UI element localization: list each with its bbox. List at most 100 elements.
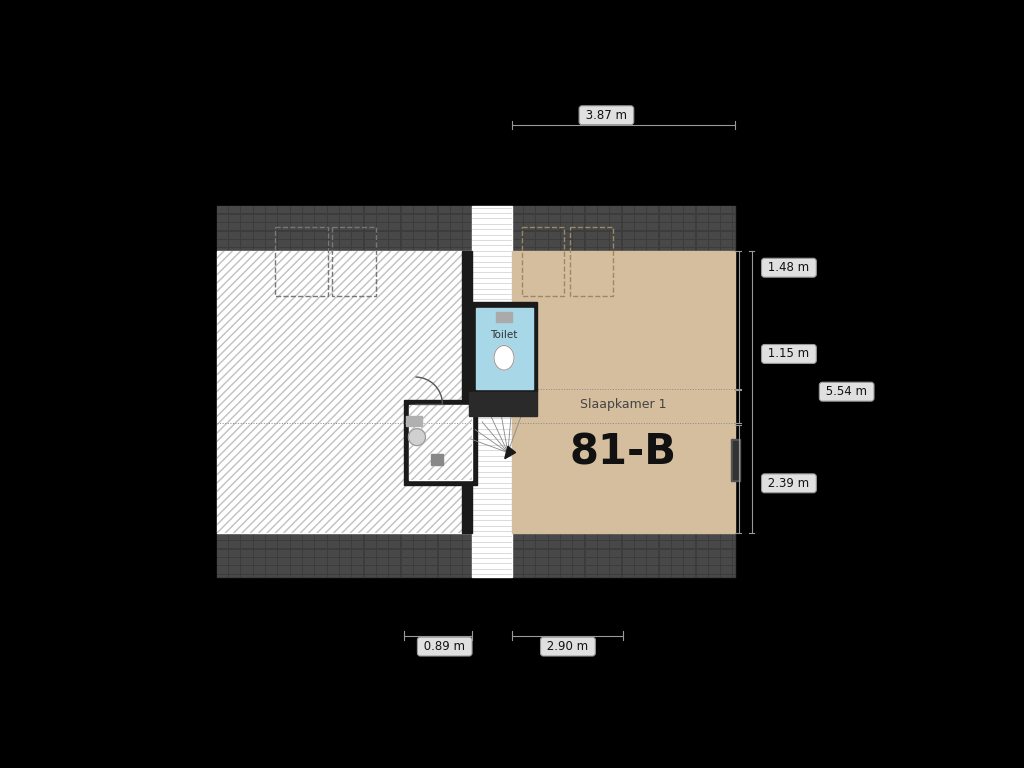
Bar (733, 550, 735, 557)
Bar (315, 223, 327, 230)
Bar (328, 532, 339, 540)
Bar (328, 541, 339, 548)
Bar (266, 567, 278, 574)
Bar (635, 214, 646, 222)
Bar (586, 223, 597, 230)
Bar (451, 214, 462, 222)
Bar (377, 532, 388, 540)
Bar (524, 231, 536, 239)
Bar (635, 567, 646, 574)
Bar (229, 567, 241, 574)
Bar (733, 240, 735, 247)
Bar (328, 575, 339, 578)
Bar (438, 206, 450, 214)
Bar (623, 550, 634, 557)
Bar (598, 231, 609, 239)
Bar (635, 532, 646, 540)
Bar (352, 240, 364, 247)
Bar (696, 550, 708, 557)
Bar (303, 575, 314, 578)
Bar (315, 532, 327, 540)
Bar (389, 541, 400, 548)
Bar (709, 240, 720, 247)
Bar (537, 214, 548, 222)
Bar (684, 206, 695, 214)
Bar (303, 206, 314, 214)
Polygon shape (505, 446, 515, 458)
Bar (696, 249, 708, 251)
Bar (414, 223, 425, 230)
Bar (401, 240, 413, 247)
Bar (426, 223, 437, 230)
Bar (709, 223, 720, 230)
Bar (217, 214, 228, 222)
Bar (733, 541, 735, 548)
Bar (623, 223, 634, 230)
Bar (573, 550, 585, 557)
Bar (377, 240, 388, 247)
Bar (610, 249, 622, 251)
Bar (254, 541, 265, 548)
Bar (229, 558, 241, 565)
Bar (340, 231, 351, 239)
Bar (586, 550, 597, 557)
Bar (537, 558, 548, 565)
Bar (684, 532, 695, 540)
Bar (414, 249, 425, 251)
Bar (229, 575, 241, 578)
Bar (451, 532, 462, 540)
Bar (254, 532, 265, 540)
Bar (537, 231, 548, 239)
Bar (659, 541, 671, 548)
Text: Toilet: Toilet (490, 329, 518, 339)
Bar (709, 558, 720, 565)
Bar (451, 249, 462, 251)
Bar (561, 249, 572, 251)
Bar (696, 575, 708, 578)
Bar (524, 223, 536, 230)
Bar (696, 231, 708, 239)
Bar (426, 541, 437, 548)
Bar (414, 231, 425, 239)
Text: 5.54 m: 5.54 m (822, 386, 871, 398)
Bar (635, 240, 646, 247)
Bar (303, 240, 314, 247)
Bar (266, 532, 278, 540)
Bar (352, 567, 364, 574)
Bar (647, 240, 658, 247)
Bar (315, 214, 327, 222)
Bar (573, 567, 585, 574)
Bar (573, 223, 585, 230)
Bar (352, 541, 364, 548)
Bar (512, 567, 523, 574)
Bar (377, 541, 388, 548)
Bar (438, 532, 450, 540)
Text: 0.89 m: 0.89 m (420, 640, 469, 653)
Bar (254, 231, 265, 239)
Bar (426, 249, 437, 251)
Bar (426, 214, 437, 222)
Bar (217, 223, 228, 230)
Bar (291, 206, 302, 214)
Bar (352, 532, 364, 540)
Bar (721, 567, 732, 574)
Bar (401, 206, 413, 214)
Bar (610, 206, 622, 214)
Bar (721, 249, 732, 251)
Bar (635, 249, 646, 251)
Bar (365, 550, 376, 557)
Bar (469, 392, 538, 415)
Bar (414, 532, 425, 540)
Bar (352, 223, 364, 230)
Bar (328, 558, 339, 565)
Bar (229, 541, 241, 548)
Bar (315, 240, 327, 247)
Bar (623, 214, 634, 222)
Bar (659, 567, 671, 574)
Bar (709, 206, 720, 214)
Bar (365, 240, 376, 247)
Bar (414, 575, 425, 578)
Bar (340, 532, 351, 540)
Bar (709, 550, 720, 557)
Bar (438, 541, 450, 548)
